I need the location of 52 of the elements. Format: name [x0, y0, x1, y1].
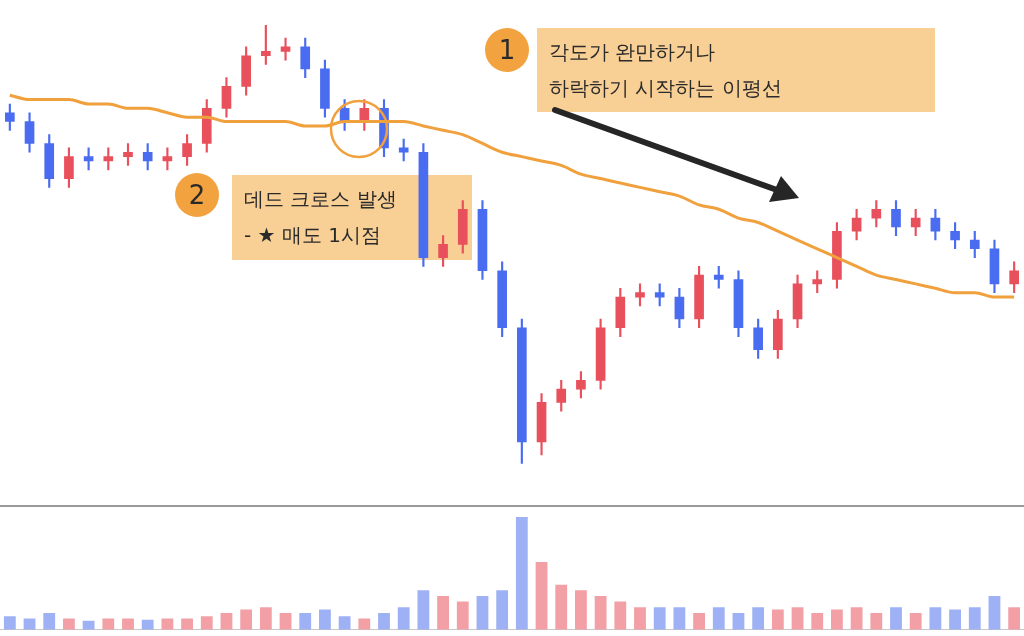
annotation: 2: [188, 180, 206, 210]
bar: [319, 609, 331, 630]
bar: [437, 595, 449, 630]
annotation: 데드 크로스 발생 - ★ 매도 1시점: [244, 187, 397, 247]
bar: [456, 601, 469, 630]
bar: [82, 620, 95, 630]
bar: [181, 618, 193, 630]
bar: [831, 609, 843, 630]
bar: [634, 607, 646, 630]
bar: [673, 607, 686, 630]
annotation: 1: [498, 35, 516, 65]
bar: [102, 618, 115, 630]
bar: [1008, 607, 1021, 630]
bar: [712, 607, 725, 630]
bar: [909, 612, 922, 630]
bar: [515, 517, 528, 630]
bar: [299, 612, 312, 630]
bar: [811, 612, 824, 630]
bar: [771, 609, 784, 630]
bar: [358, 618, 371, 630]
bar: [594, 595, 607, 630]
bar: [791, 607, 804, 630]
bar: [929, 607, 942, 630]
bar: [397, 607, 410, 630]
annotation: 각도가 완만하거나 하락하기 시작하는 이평선: [549, 40, 782, 100]
bar: [614, 601, 627, 630]
bar: [850, 607, 863, 630]
bar: [890, 607, 902, 630]
bar: [575, 590, 587, 630]
bar: [476, 595, 489, 630]
bar: [338, 616, 351, 630]
bar: [417, 590, 430, 630]
bar: [653, 607, 666, 630]
bar: [378, 612, 390, 630]
bar: [161, 618, 174, 630]
bar: [43, 612, 56, 630]
bar: [496, 590, 509, 630]
bar: [870, 612, 883, 630]
bar: [555, 584, 568, 630]
bar: [259, 607, 272, 630]
bar: [122, 618, 134, 630]
bar: [3, 616, 16, 630]
bar: [200, 616, 213, 630]
bar: [988, 595, 1001, 630]
bar: [968, 607, 981, 630]
bar: [693, 612, 705, 630]
bar: [949, 609, 961, 630]
bar: [63, 618, 75, 630]
bar: [240, 609, 253, 630]
bar: [535, 562, 548, 630]
bar: [141, 619, 154, 630]
bar: [752, 607, 765, 630]
